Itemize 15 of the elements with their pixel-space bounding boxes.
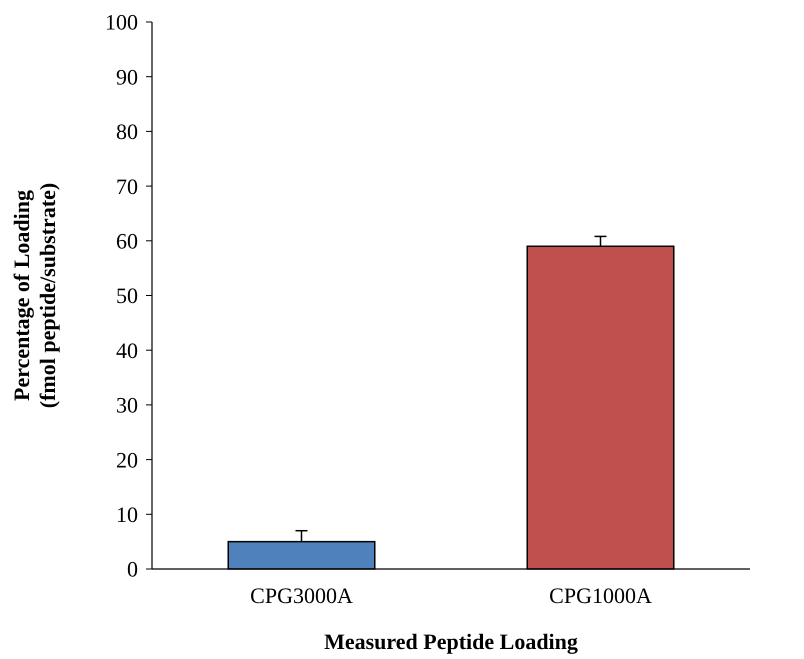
- y-tick-label: 20: [116, 447, 138, 472]
- x-tick-label: CPG3000A: [250, 583, 353, 608]
- y-tick-label: 50: [116, 283, 138, 308]
- x-tick-label: CPG1000A: [549, 583, 652, 608]
- y-tick-label: 100: [105, 10, 138, 35]
- y-tick-label: 60: [116, 228, 138, 254]
- x-axis-title: Measured Peptide Loading: [324, 629, 578, 654]
- y-tick-label: 10: [116, 502, 138, 527]
- y-tick-label: 80: [116, 119, 138, 144]
- y-tick-label: 30: [116, 392, 138, 418]
- y-tick-label: 90: [116, 64, 138, 90]
- y-tick-label: 70: [116, 174, 138, 199]
- y-axis-title: Percentage of Loading (fmol peptide/substrate): [9, 182, 60, 408]
- y-tick-label: 40: [116, 338, 138, 363]
- y-tick-label: 0: [127, 556, 138, 582]
